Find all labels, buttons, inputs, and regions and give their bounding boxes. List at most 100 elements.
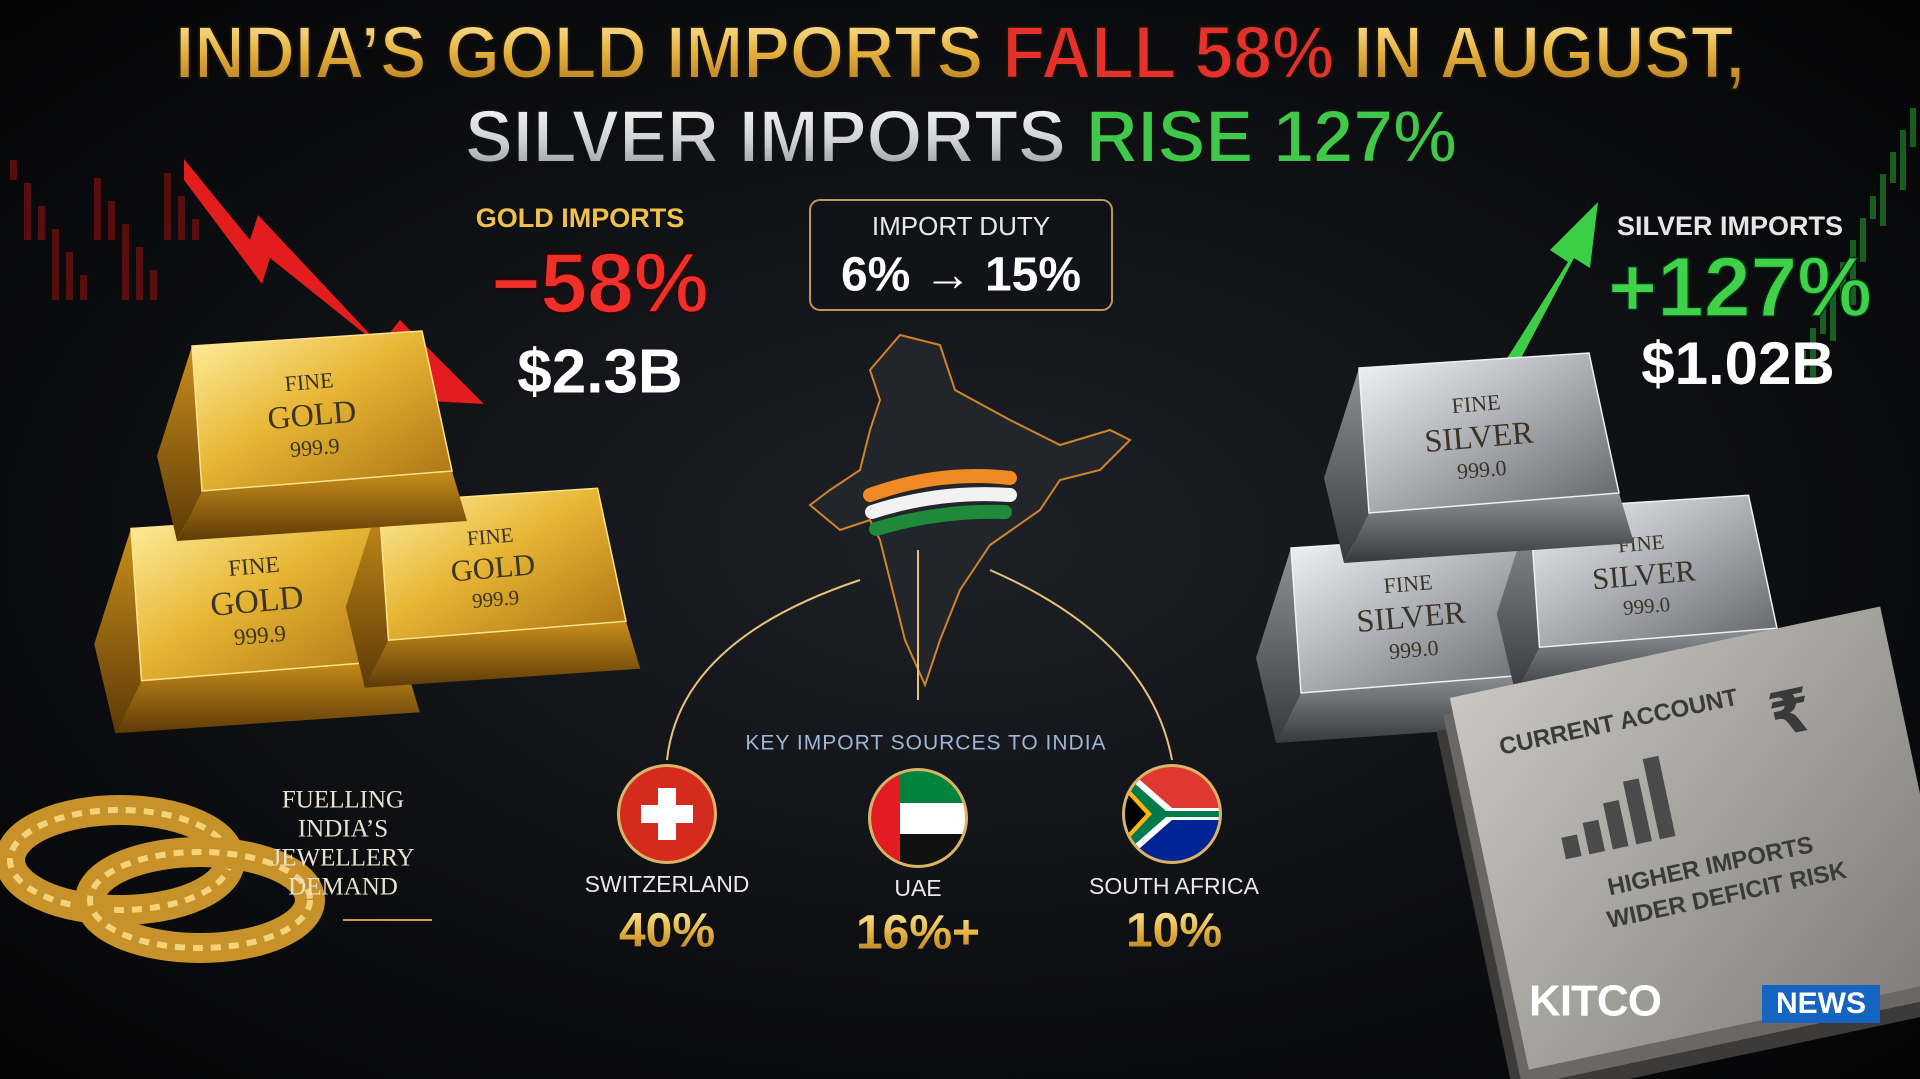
candle xyxy=(1890,152,1896,183)
gold-label: GOLD IMPORTS xyxy=(476,203,685,233)
stamp-line: 999.9 xyxy=(289,433,340,462)
stamp-line: FINE xyxy=(1383,569,1434,598)
title-line-1: INDIA’S GOLD IMPORTS FALL 58% IN AUGUST, xyxy=(175,11,1745,94)
bar-side xyxy=(1324,368,1369,563)
candle xyxy=(80,275,87,300)
duty-box xyxy=(809,199,1113,311)
sources-title: KEY IMPORT SOURCES TO INDIA xyxy=(745,732,1106,755)
candle xyxy=(164,173,171,240)
candle xyxy=(38,206,45,240)
brand-name: KITCO xyxy=(1529,977,1661,1026)
bar-front xyxy=(364,621,641,688)
candle xyxy=(1870,196,1876,219)
source-arrow xyxy=(989,569,1173,761)
bar-front xyxy=(177,471,467,541)
title-highlight: FALL 58% xyxy=(1002,11,1333,94)
bar-side xyxy=(345,502,389,688)
stamp-line: FINE xyxy=(466,523,514,551)
stamp-line: FINE xyxy=(1451,389,1502,418)
bar-top xyxy=(191,330,453,492)
title-part: IN AUGUST, xyxy=(1334,11,1745,94)
stamp-line: 999.0 xyxy=(1456,455,1507,484)
source-share: 16%+ xyxy=(856,907,980,960)
candle xyxy=(1860,218,1866,262)
candle xyxy=(192,219,199,240)
candle xyxy=(24,183,31,240)
source-name: SOUTH AFRICA xyxy=(1089,873,1260,899)
bar-side xyxy=(1256,548,1301,743)
gold-value: $2.3B xyxy=(517,337,682,406)
flag-stroke xyxy=(869,504,1012,536)
up-arrow xyxy=(1506,202,1598,360)
flag-south-africa xyxy=(1122,764,1222,864)
title-part: SILVER IMPORTS xyxy=(465,95,1086,178)
caption-line: JEWELLERY xyxy=(271,845,414,872)
decoration xyxy=(10,108,1916,761)
caption: FUELLING INDIA’S JEWELLERY DEMAND xyxy=(271,787,432,921)
flag-uae xyxy=(868,768,968,868)
ring-shine xyxy=(87,849,313,951)
source-name: SWITZERLAND xyxy=(585,871,750,897)
candle xyxy=(1910,108,1916,147)
title-line-2: SILVER IMPORTS RISE 127% xyxy=(465,95,1457,178)
candle xyxy=(108,201,115,240)
stamp-line: FINE xyxy=(284,367,335,396)
duty-label: IMPORT DUTY xyxy=(872,211,1050,241)
bar-top xyxy=(378,487,627,642)
paper xyxy=(1449,606,1920,1070)
silver-change: +127% xyxy=(1608,240,1872,334)
stamp-line: 999.9 xyxy=(471,585,520,613)
candle xyxy=(122,224,129,300)
candle xyxy=(178,196,185,240)
bar-side xyxy=(1496,509,1540,695)
brand-tag: NEWS xyxy=(1776,987,1866,1020)
candle xyxy=(1850,240,1856,305)
candle xyxy=(136,247,143,300)
bar-front xyxy=(115,659,420,734)
caption-line: DEMAND xyxy=(288,874,398,901)
candle xyxy=(1800,350,1806,370)
candle xyxy=(1880,174,1886,226)
silver-label: SILVER IMPORTS xyxy=(1617,211,1843,241)
document: CURRENT ACCOUNT ₹ HIGHER IMPORTS WIDER D… xyxy=(1436,606,1920,1079)
candle xyxy=(94,178,101,240)
stamp-line: 999.9 xyxy=(233,620,287,650)
flag-cross xyxy=(641,805,693,823)
candle xyxy=(1840,262,1846,298)
flag-stroke xyxy=(863,469,1017,502)
bar-side xyxy=(157,346,202,541)
source-arrow xyxy=(666,579,861,761)
stamp-line: 999.0 xyxy=(1622,592,1671,620)
candle xyxy=(52,229,59,300)
candle xyxy=(66,252,73,300)
source-share: 40% xyxy=(619,905,715,958)
bar-front xyxy=(1344,493,1634,563)
stamp-line: GOLD xyxy=(209,579,305,624)
title-highlight: RISE 127% xyxy=(1086,95,1457,178)
bar-top xyxy=(1358,352,1620,514)
caption-line: INDIA’S xyxy=(298,816,388,843)
candle xyxy=(1830,284,1836,341)
gold-change: −58% xyxy=(491,236,708,330)
caption-line: FUELLING xyxy=(282,787,404,814)
candle xyxy=(150,270,157,300)
mini-bars xyxy=(1561,755,1676,860)
stamp-line: GOLD xyxy=(449,547,536,588)
flag-stroke xyxy=(865,487,1017,519)
candle xyxy=(1900,130,1906,190)
brand-tag-box xyxy=(1762,985,1880,1023)
bar-side xyxy=(94,528,142,734)
flag-switzerland xyxy=(617,764,717,864)
stamp-line: FINE xyxy=(227,551,280,581)
silver-value: $1.02B xyxy=(1641,330,1834,397)
source-share: 10% xyxy=(1126,905,1222,958)
title-part: INDIA’S GOLD IMPORTS xyxy=(175,11,1002,94)
